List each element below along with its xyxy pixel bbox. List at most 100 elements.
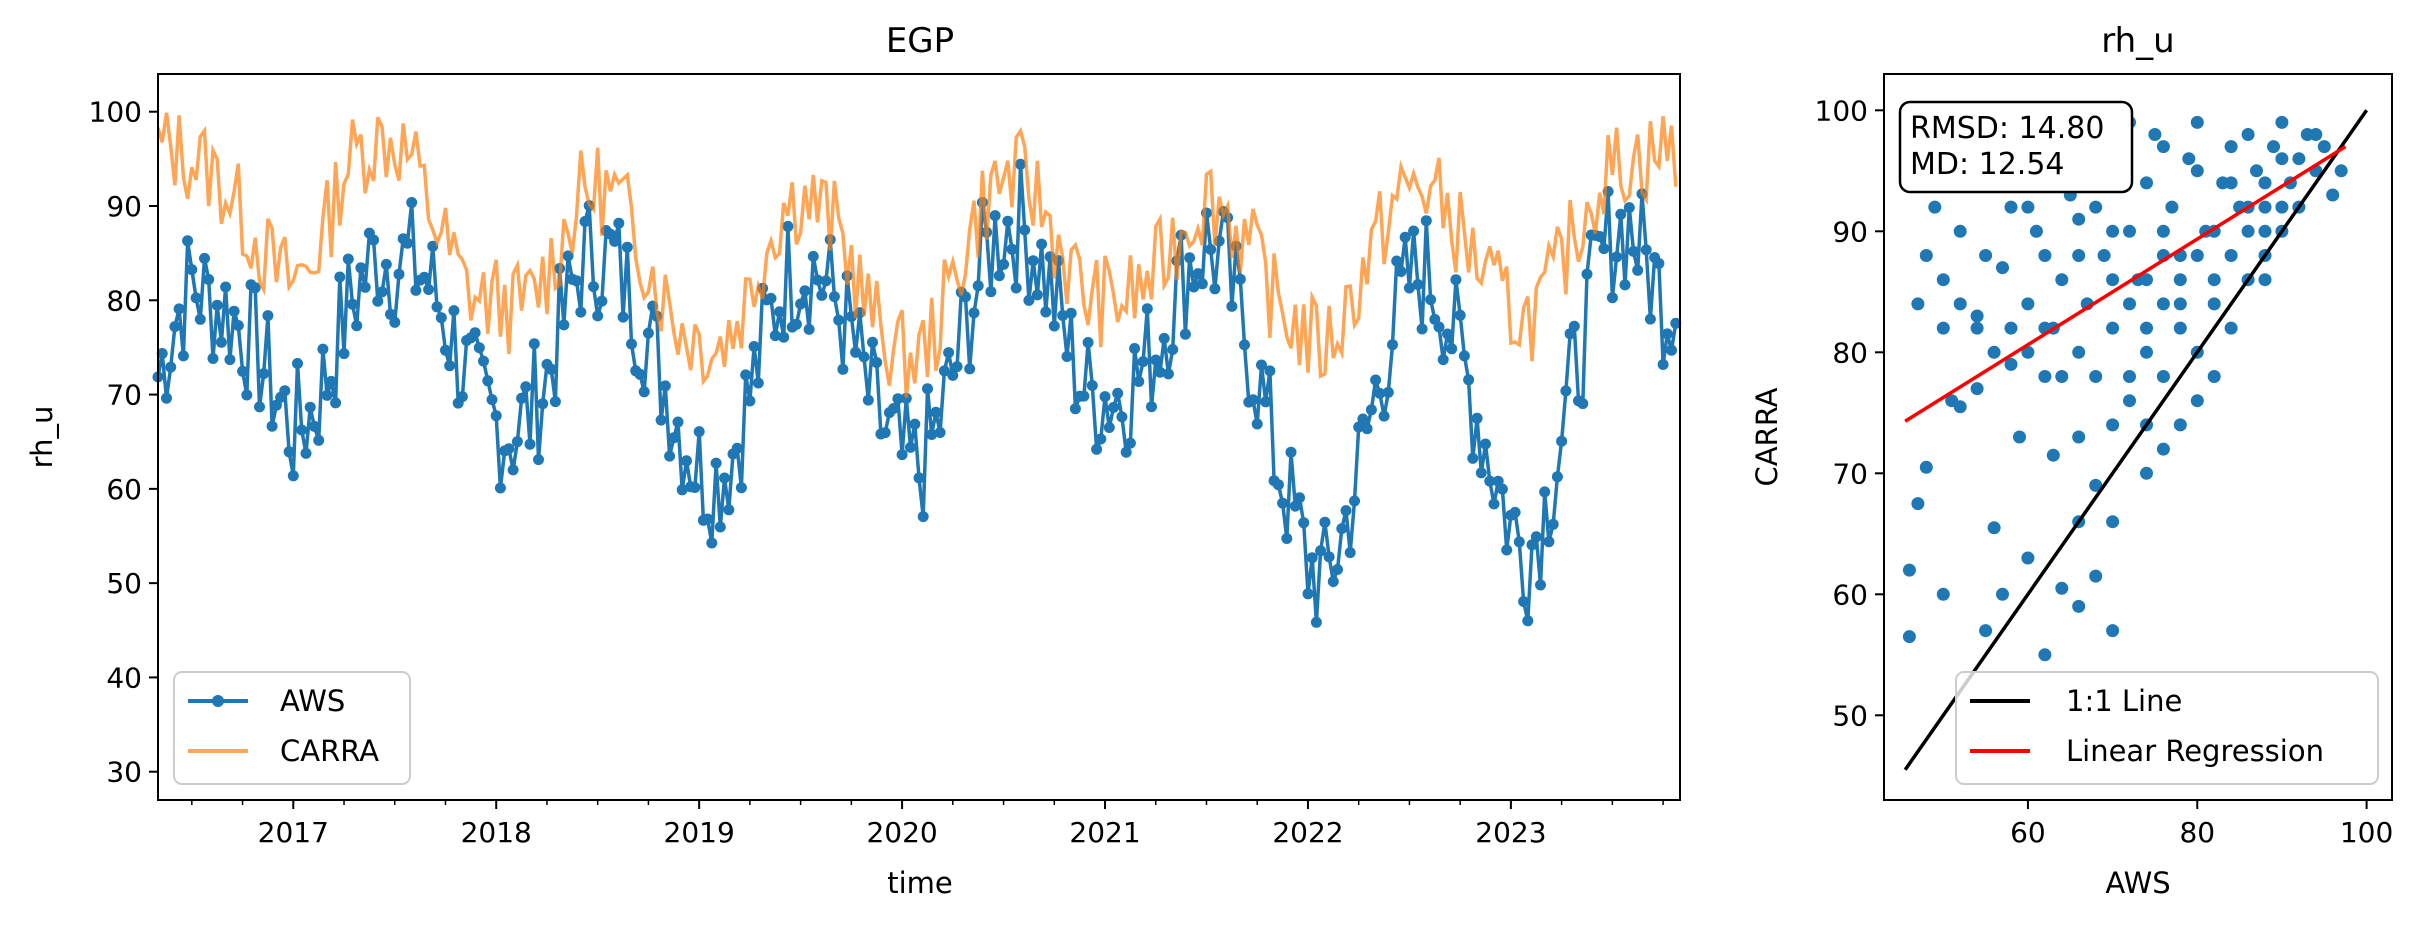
point-aws [283,446,295,458]
point-aws [1048,320,1060,332]
scatter-point [1902,563,1916,577]
point-aws [1416,323,1428,335]
point-aws [161,392,172,404]
scatter-point [2207,297,2221,311]
point-aws [1568,320,1580,332]
point-aws [900,392,912,404]
point-aws [833,314,845,326]
point-aws [1547,518,1559,530]
point-aws [828,291,840,303]
point-aws [1458,350,1470,362]
point-aws [993,270,1005,282]
x-tick-label: 2018 [461,816,532,849]
regression-line [1904,145,2347,423]
scatter-point [1970,321,1984,335]
point-aws [1057,310,1069,321]
point-aws [1539,486,1551,498]
scatter-point [2224,249,2238,262]
point-aws [723,504,735,516]
point-aws [1475,467,1487,479]
point-aws [867,336,878,348]
point-aws [207,353,219,364]
point-aws [1294,492,1305,504]
scatter-point [2021,345,2035,359]
scatter-point [2156,140,2170,154]
timeseries-series [152,112,1682,628]
point-aws [456,391,468,403]
point-aws [1522,615,1534,627]
timeseries-ylabel: rh_u [25,406,59,469]
point-aws [308,420,320,432]
point-aws [241,389,253,401]
x-tick-label: 2017 [258,816,329,849]
point-aws [1247,394,1259,406]
point-aws [947,369,959,381]
scatter-point [2123,297,2136,311]
point-aws [435,312,447,324]
point-aws [549,396,561,408]
scatter-point [2038,249,2052,262]
point-aws [279,385,291,397]
point-aws [1327,576,1339,587]
point-aws [401,237,413,249]
point-aws [482,375,494,387]
point-aws [228,305,240,317]
point-aws [1019,224,1031,236]
point-aws [816,289,828,301]
point-aws [1615,208,1627,220]
scatter-point [2224,321,2238,335]
point-aws [444,360,456,372]
scatter-point [2275,115,2289,129]
point-aws [1289,500,1301,512]
point-aws [368,234,380,246]
point-aws [1349,495,1360,507]
point-aws [1310,616,1322,628]
point-aws [1340,505,1352,517]
point-aws [1598,243,1610,255]
point-aws [524,438,536,450]
point-aws [334,271,346,283]
point-aws [837,363,849,375]
point-aws [748,341,760,352]
point-aws [1357,413,1369,425]
point-aws [917,511,929,523]
point-aws [1184,252,1196,264]
point-aws [1551,471,1563,483]
point-aws [1644,313,1656,325]
scatter-point [1987,345,2001,359]
y-tick-label: 50 [106,567,142,600]
point-aws [1006,243,1018,255]
point-aws [782,220,794,232]
scatter-point [2224,140,2238,154]
stats-box [1898,100,2134,194]
point-aws [769,330,781,342]
point-aws [1420,215,1432,227]
point-aws [1611,251,1623,263]
scatter-point [2072,212,2086,226]
y-tick-label: 90 [106,190,142,223]
scatter-point [2013,430,2026,444]
point-aws [930,406,942,418]
scatter-point [2089,478,2103,492]
legend-label-regression: Linear Regression [2066,734,2324,768]
point-aws [1002,215,1014,227]
point-aws [1623,202,1635,214]
scatter-point [2173,321,2187,335]
point-aws [862,394,874,406]
point-aws [355,262,367,274]
scatter-point [2140,466,2153,480]
point-aws [985,286,997,298]
scatter-point [2241,128,2255,141]
series-line-carra [158,112,1678,398]
point-aws [1442,328,1453,340]
point-aws [1556,435,1568,447]
point-aws [1640,244,1652,256]
point-aws [820,275,832,287]
point-aws [503,443,515,455]
point-aws [989,210,1001,222]
point-aws [423,284,435,295]
point-aws [440,344,451,356]
point-aws [1632,264,1644,276]
point-aws [1382,386,1394,398]
point-aws [1619,279,1631,291]
